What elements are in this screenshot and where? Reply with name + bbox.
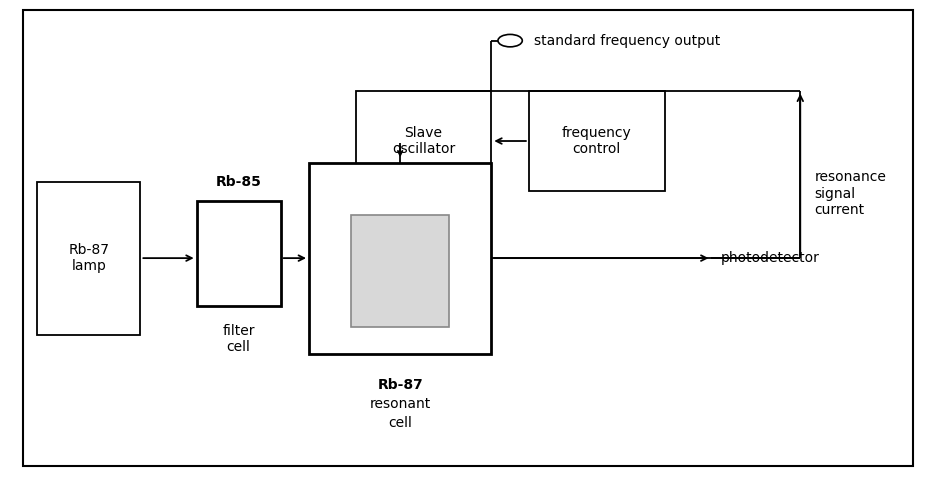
Text: Rb-85: Rb-85 — [215, 174, 262, 189]
Text: photodetector: photodetector — [721, 251, 820, 265]
Text: resonant: resonant — [370, 397, 431, 411]
Bar — [529, 91, 665, 191]
Bar — [197, 201, 281, 306]
Text: frequency
control: frequency control — [562, 126, 632, 156]
Text: Rb-87
lamp: Rb-87 lamp — [68, 243, 110, 273]
Text: resonance
signal
current: resonance signal current — [814, 170, 886, 217]
Text: Rb-87: Rb-87 — [377, 378, 423, 392]
Bar — [37, 182, 140, 335]
Bar — [309, 163, 491, 354]
Bar — [351, 215, 449, 327]
Text: standard frequency output: standard frequency output — [534, 33, 720, 48]
Text: Slave
oscillator: Slave oscillator — [392, 126, 455, 156]
Text: cell: cell — [388, 416, 412, 430]
Bar — [356, 91, 491, 191]
Circle shape — [498, 34, 522, 47]
Text: filter
cell: filter cell — [223, 324, 255, 355]
